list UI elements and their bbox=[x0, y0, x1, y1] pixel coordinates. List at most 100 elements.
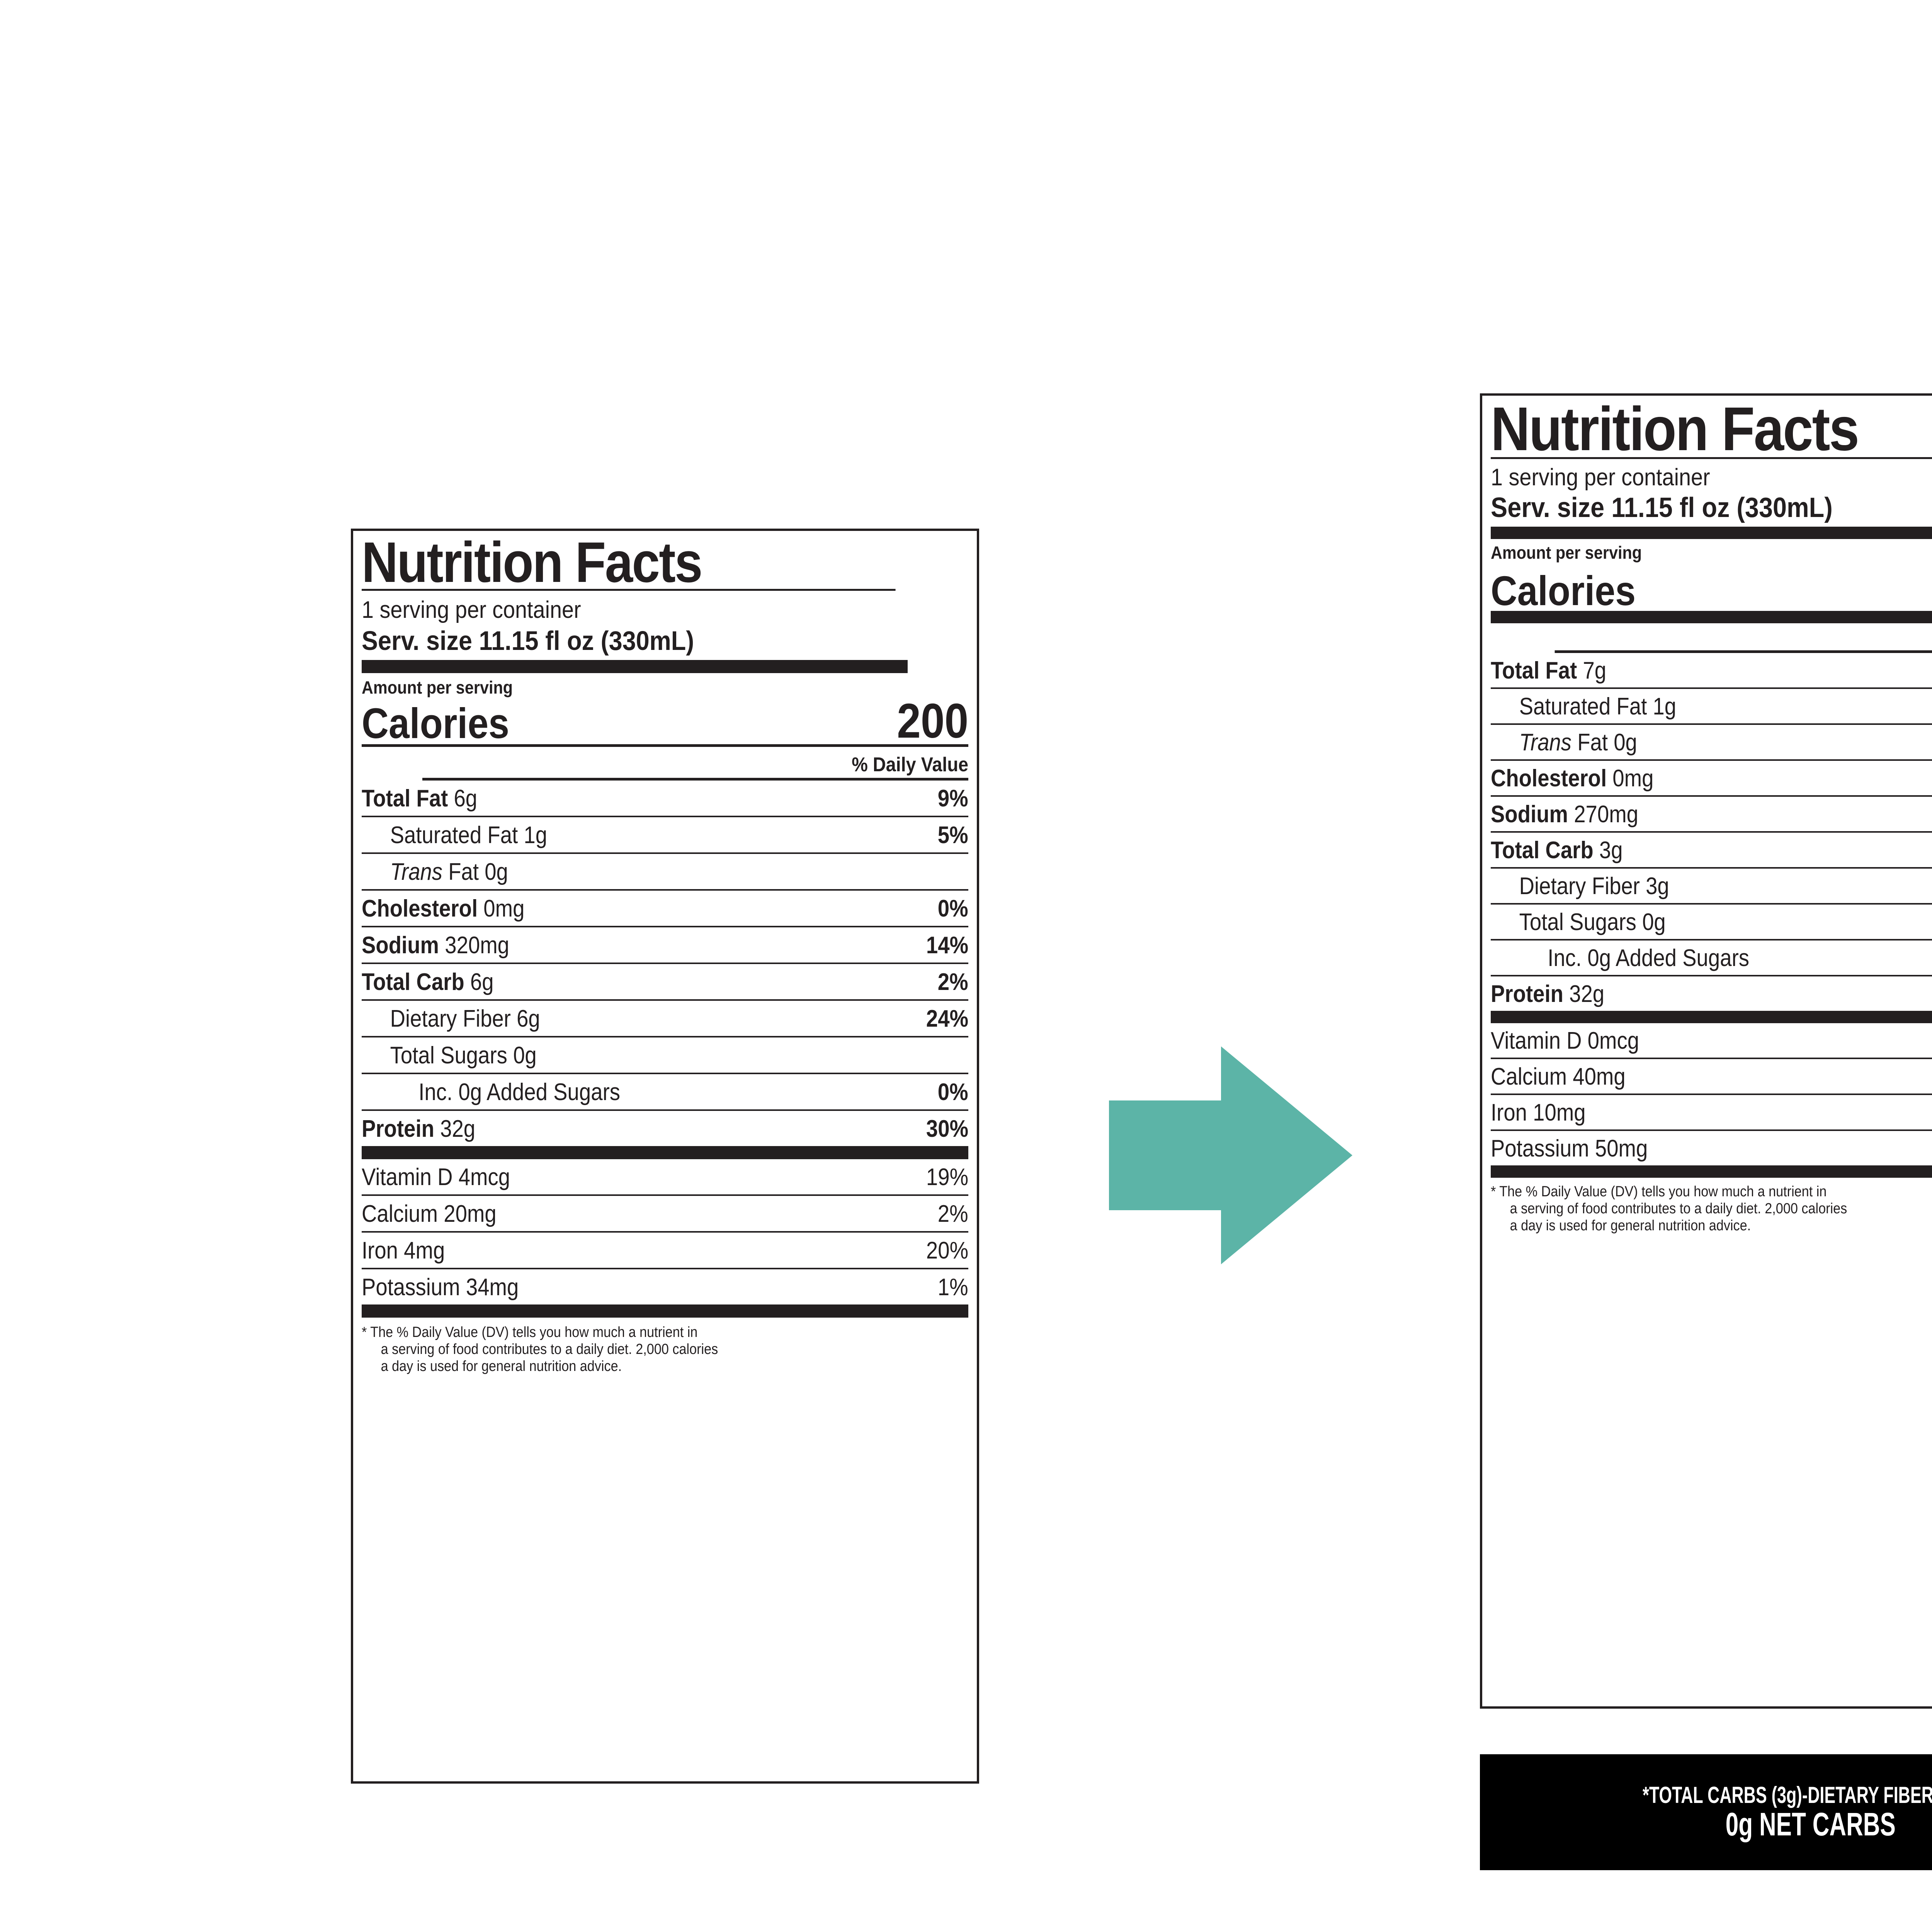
micronutrient-row: Iron 10mg50% bbox=[1491, 1095, 1932, 1131]
footnote-line: a day is used for general nutrition advi… bbox=[1510, 1217, 1751, 1234]
footnote-line: a day is used for general nutrition advi… bbox=[381, 1358, 622, 1374]
nutrient-name: Total Carb 3g bbox=[1491, 837, 1623, 864]
nutrient-row: Trans Fat 0g bbox=[1491, 725, 1932, 761]
nutrient-name: Total Carb 6g bbox=[362, 968, 494, 995]
nutrient-daily-value: 2% bbox=[938, 968, 968, 995]
micronutrient-name: Iron 10mg bbox=[1491, 1099, 1586, 1126]
nutrient-daily-value: 14% bbox=[926, 932, 968, 959]
nutrient-row: Total Sugars 0g bbox=[1491, 905, 1932, 940]
nutrient-row: Sodium 270mg12% bbox=[1491, 797, 1932, 833]
label-left-footnote: * The % Daily Value (DV) tells you how m… bbox=[362, 1318, 908, 1375]
nutrient-name: Total Sugars 0g bbox=[390, 1042, 537, 1069]
nutrient-name: Inc. 0g Added Sugars bbox=[418, 1078, 621, 1105]
nutrient-row: Protein 32g 30% bbox=[362, 1111, 968, 1159]
nutrient-row: Saturated Fat 1g5% bbox=[1491, 689, 1932, 725]
label-right-daily-value-header: % Daily Value* bbox=[1554, 623, 1932, 653]
nutrient-name: Inc. 0g Added Sugars bbox=[1548, 944, 1750, 971]
nutrient-daily-value: 5% bbox=[938, 821, 968, 849]
nutrient-row: Saturated Fat 1g 5% bbox=[362, 817, 968, 854]
micronutrient-daily-value: 20% bbox=[926, 1237, 968, 1264]
nutrient-row: Protein 32g38% bbox=[1491, 976, 1932, 1023]
nutrient-name: Total Fat 7g bbox=[1491, 657, 1607, 684]
label-left-amount-per-serving: Amount per serving bbox=[362, 677, 513, 698]
nutrient-name: Protein 32g bbox=[362, 1115, 476, 1142]
nutrient-name: Trans Fat 0g bbox=[390, 858, 508, 885]
footnote-line: * The % Daily Value (DV) tells you how m… bbox=[362, 1324, 698, 1340]
nutrient-row: Sodium 320mg 14% bbox=[362, 927, 968, 964]
nutrient-name: Saturated Fat 1g bbox=[1519, 693, 1677, 720]
micronutrient-name: Calcium 20mg bbox=[362, 1200, 497, 1227]
micronutrient-name: Vitamin D 0mcg bbox=[1491, 1027, 1639, 1054]
micronutrient-name: Calcium 40mg bbox=[1491, 1063, 1626, 1090]
label-right-title: Nutrition Facts bbox=[1491, 397, 1932, 460]
micronutrient-row: Vitamin D 0mcg0% bbox=[1491, 1023, 1932, 1059]
label-left-servings-per-container: 1 serving per container bbox=[362, 597, 581, 624]
nutrient-name: Cholesterol 0mg bbox=[1491, 765, 1654, 792]
label-right-footnote: * The % Daily Value (DV) tells you how m… bbox=[1491, 1178, 1932, 1234]
label-left-serving-size: Serv. size 11.15 fl oz (330mL) bbox=[362, 624, 908, 673]
nutrient-name: Cholesterol 0mg bbox=[362, 895, 525, 922]
micronutrient-row: Calcium 20mg 2% bbox=[362, 1196, 968, 1233]
label-left-calories-value: 200 bbox=[896, 694, 968, 748]
label-right-nutrient-list: Total Fat 7g9%Saturated Fat 1g5% Trans Fa… bbox=[1491, 653, 1932, 1023]
nutrient-name: Dietary Fiber 3g bbox=[1519, 872, 1669, 900]
label-left-micronutrient-list: Vitamin D 4mcg 19% Calcium 20mg 2% Iron 4mg 2… bbox=[362, 1159, 968, 1318]
nutrient-row: Cholesterol 0mg 0% bbox=[362, 891, 968, 927]
micronutrient-name: Vitamin D 4mcg bbox=[362, 1163, 510, 1190]
nutrient-row: Total Carb 6g 2% bbox=[362, 964, 968, 1001]
nutrient-daily-value: 24% bbox=[926, 1005, 968, 1032]
net-carbs-formula-line: *TOTAL CARBS (3g)-DIETARY FIBER (3g)= bbox=[1643, 1782, 1932, 1808]
nutrient-name: Sodium 320mg bbox=[362, 932, 510, 959]
label-left-nutrient-list: Total Fat 6g 9% Saturated Fat 1g 5% Trans Fa… bbox=[362, 781, 968, 1159]
nutrient-daily-value: 9% bbox=[938, 785, 968, 812]
nutrient-row: Total Sugars 0g bbox=[362, 1037, 968, 1074]
nutrient-name: Total Sugars 0g bbox=[1519, 908, 1666, 935]
nutrient-name: Saturated Fat 1g bbox=[390, 821, 548, 849]
micronutrient-name: Potassium 34mg bbox=[362, 1274, 519, 1301]
nutrient-row: Total Fat 7g9% bbox=[1491, 653, 1932, 689]
nutrient-daily-value: 30% bbox=[926, 1115, 968, 1142]
net-carbs-banner: *TOTAL CARBS (3g)-DIETARY FIBER (3g)= 0g… bbox=[1480, 1754, 1932, 1870]
nutrient-name: Dietary Fiber 6g bbox=[390, 1005, 540, 1032]
footnote-line: * The % Daily Value (DV) tells you how m… bbox=[1491, 1183, 1827, 1200]
nutrient-row: Dietary Fiber 3g11% bbox=[1491, 869, 1932, 905]
label-right-serving-size: Serv. size 11.15 fl oz (330mL) bbox=[1491, 491, 1932, 539]
label-left-calories-row: Calories 200 bbox=[362, 694, 968, 748]
label-left-title: Nutrition Facts bbox=[362, 533, 896, 591]
nutrition-facts-label-left: Nutrition Facts 1 serving per container … bbox=[351, 529, 979, 1784]
micronutrient-daily-value: 2% bbox=[938, 1200, 968, 1227]
nutrient-name: Protein 32g bbox=[1491, 980, 1605, 1007]
label-left-daily-value-header: % Daily Value bbox=[422, 747, 968, 781]
label-right-body: Nutrition Facts 1 serving per container … bbox=[1482, 397, 1932, 1240]
nutrition-facts-label-right: Nutrition Facts 1 serving per container … bbox=[1480, 393, 1932, 1709]
micronutrient-row: Iron 4mg 20% bbox=[362, 1233, 968, 1269]
nutrient-name: Total Fat 6g bbox=[362, 785, 478, 812]
nutrient-name: Trans Fat 0g bbox=[1519, 729, 1637, 756]
label-left-body: Nutrition Facts 1 serving per container … bbox=[353, 533, 977, 1381]
label-right-servings-per-container: 1 serving per container bbox=[1491, 464, 1710, 491]
label-right-calories-label: Calories bbox=[1491, 567, 1636, 614]
net-carbs-total-line: 0g NET CARBS bbox=[1725, 1806, 1896, 1843]
nutrient-daily-value: 0% bbox=[938, 1078, 968, 1105]
footnote-line: a serving of food contributes to a daily… bbox=[381, 1341, 718, 1357]
nutrient-row: Inc. 0g Added Sugars 0% bbox=[362, 1074, 968, 1111]
nutrient-name: Sodium 270mg bbox=[1491, 801, 1639, 828]
micronutrient-row: Potassium 34mg 1% bbox=[362, 1269, 968, 1318]
nutrient-row: Total Carb 3g1% bbox=[1491, 833, 1932, 869]
nutrient-row: Dietary Fiber 6g 24% bbox=[362, 1001, 968, 1037]
nutrient-row: Total Fat 6g 9% bbox=[362, 781, 968, 817]
footnote-line: a serving of food contributes to a daily… bbox=[1510, 1200, 1847, 1217]
micronutrient-row: Vitamin D 4mcg 19% bbox=[362, 1159, 968, 1196]
label-left-calories-label: Calories bbox=[362, 700, 510, 748]
micronutrient-daily-value: 19% bbox=[926, 1163, 968, 1190]
nutrient-daily-value: 0% bbox=[938, 895, 968, 922]
micronutrient-name: Iron 4mg bbox=[362, 1237, 445, 1264]
right-arrow-icon bbox=[1109, 1043, 1352, 1267]
micronutrient-row: Potassium 50mg1% bbox=[1491, 1131, 1932, 1178]
micronutrient-row: Calcium 40mg3% bbox=[1491, 1059, 1932, 1095]
label-right-calories-row: Calories 200 bbox=[1491, 563, 1932, 623]
label-right-micronutrient-list: Vitamin D 0mcg0%Calcium 40mg3%Iron 10mg5… bbox=[1491, 1023, 1932, 1178]
nutrient-row: Trans Fat 0g bbox=[362, 854, 968, 891]
